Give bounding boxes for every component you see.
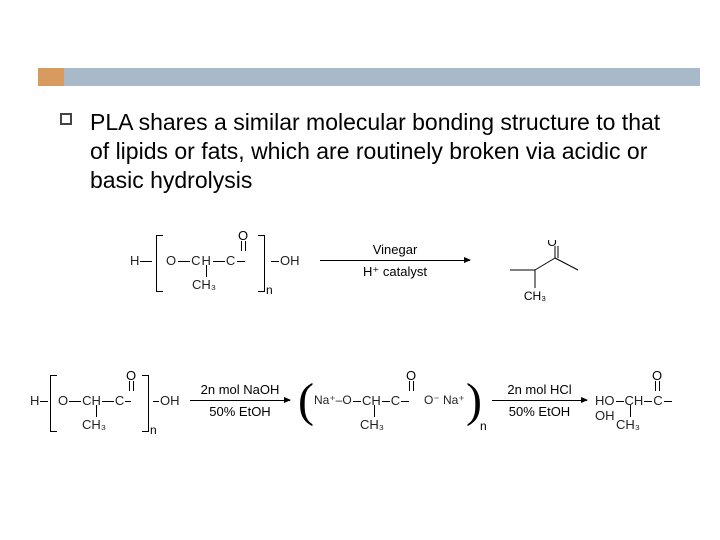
reaction-2: H O CHC O CH₃ n OH 2n mol NaOH 50% EtOH (…: [30, 365, 690, 475]
rxn2-v2: [368, 405, 375, 417]
rxn2-oh: OH: [152, 393, 180, 408]
rxn2-int-left: Na⁺–O: [314, 393, 352, 407]
rxn2-reactant-h: H: [30, 393, 49, 408]
rxn2-int-mid: CHC: [352, 393, 410, 408]
rxn2-sub2: CH₃: [360, 417, 384, 432]
rxn1-arrow-top: Vinegar: [320, 242, 470, 257]
rxn2-sub1: CH₃: [82, 417, 106, 432]
header-bar: [38, 68, 700, 86]
rxn1-reactant: H: [130, 253, 153, 268]
rxn1-arrow: Vinegar H⁺ catalyst: [320, 260, 470, 261]
rxn2-v3: [624, 405, 631, 417]
rxn1-product: O CH₃: [500, 240, 600, 308]
rxn1-n: n: [266, 283, 273, 297]
rxn1-sub: CH₃: [192, 277, 216, 292]
rxn2-paren-l: (: [298, 377, 314, 425]
rxn2-carb2: O: [406, 371, 416, 391]
rxn2-paren-r: ): [466, 377, 482, 425]
bracket-right: [258, 235, 265, 292]
rxn2-a1top: 2n mol NaOH: [190, 382, 290, 397]
bullet-icon: [60, 113, 72, 125]
rxn1-prod-O: O: [547, 240, 556, 249]
rxn1-prod-ch3: CH₃: [524, 289, 546, 303]
body-paragraph: PLA shares a similar molecular bonding s…: [90, 108, 680, 194]
rxn2-a2top: 2n mol HCl: [492, 382, 587, 397]
rxn1-rightcap: OH: [270, 253, 300, 268]
rxn1-carbonyl: O: [238, 231, 248, 251]
bracket-left: [156, 235, 163, 292]
rxn2-a2bot: 50% EtOH: [492, 404, 587, 419]
rxn2-arrow2: 2n mol HCl 50% EtOH: [492, 400, 587, 401]
rxn1-vbond: [200, 265, 207, 277]
accent-square: [38, 68, 64, 86]
rxn1-arrow-bot: H⁺ catalyst: [320, 264, 470, 280]
rxn2-int-right: O⁻ Na⁺: [424, 393, 465, 407]
rxn2-sub3: CH₃: [616, 417, 640, 432]
rxn2-n1: n: [150, 423, 157, 437]
rxn2-n2: n: [480, 419, 487, 433]
rxn1-product-svg: O CH₃: [500, 240, 600, 305]
rxn2-arrow1: 2n mol NaOH 50% EtOH: [190, 400, 290, 401]
rxn2-a1bot: 50% EtOH: [190, 404, 290, 419]
rxn2-br1: [142, 375, 149, 432]
reaction-1: H OCHC O CH₃ n OH Vinegar H⁺ catalyst: [130, 225, 690, 335]
rxn2-prod: HOCHCOH: [595, 393, 690, 423]
rxn2-bl1: [50, 375, 57, 432]
rxn2-carb3: O: [652, 371, 662, 391]
rxn1-reactant-leftcap: H: [130, 253, 139, 268]
chemistry-diagrams: H OCHC O CH₃ n OH Vinegar H⁺ catalyst: [30, 225, 690, 475]
rxn2-v1: [90, 405, 97, 417]
rxn2-carb1: O: [126, 371, 136, 391]
